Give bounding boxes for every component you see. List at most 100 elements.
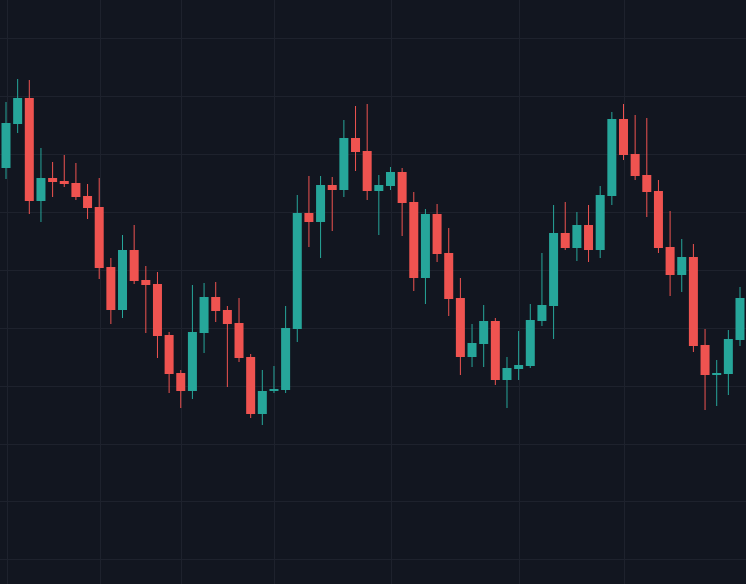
candle-up [735,287,745,346]
candle-down [327,177,337,231]
candle-up [537,253,547,326]
candle-down [94,178,104,279]
candle-body [723,339,733,374]
candle-up [677,239,687,292]
candle-body [549,233,559,306]
candle-body [94,207,104,268]
candle-body [514,365,524,369]
candle-up [316,176,326,258]
candle-body [234,323,244,358]
candle-body [700,345,710,375]
candle-down [351,106,361,171]
candle-down [362,104,372,200]
candle-body [187,332,197,391]
candle-down [630,115,640,180]
candle-down [455,278,465,375]
candle-up [595,186,605,258]
candle-body [164,335,174,374]
candle-down [560,202,570,250]
candle-body [211,297,221,311]
candle-down [106,258,116,324]
candle-body [199,297,209,333]
candle-down [59,155,69,187]
candle-body [1,123,11,168]
candle-body [13,98,23,124]
candle-body [257,391,267,414]
candle-down [397,168,407,236]
candle-body [653,191,663,248]
candle-body [281,328,291,390]
candle-up [118,235,128,318]
candle-down [129,225,139,284]
candle-down [222,306,232,387]
candle-body [572,225,582,248]
candle-down [688,244,698,352]
candle-up [339,120,349,197]
candle-body [83,196,93,208]
candle-body [420,214,430,278]
candle-body [222,310,232,324]
candles [1,79,745,425]
candle-body [444,253,454,299]
candle-body [129,250,139,281]
candle-down [700,329,710,410]
candle-down [176,370,186,408]
candle-down [164,332,174,393]
candle-body [304,213,314,222]
candle-down [444,228,454,316]
candle-down [48,162,58,197]
candle-body [618,119,628,155]
candle-down [211,282,221,322]
candle-body [59,181,69,184]
candle-down [234,298,244,362]
candle-down [141,266,151,333]
candle-up [712,360,722,406]
candle-body [118,250,128,310]
candle-down [584,205,594,262]
candle-body [688,257,698,346]
candle-body [584,225,594,250]
candle-body [106,267,116,310]
candle-body [455,298,465,357]
candle-body [537,305,547,321]
candle-up [607,112,617,205]
candle-down [618,104,628,160]
candle-body [24,98,34,201]
candle-up [502,357,512,408]
candle-up [13,79,23,133]
candle-body [665,247,675,275]
candle-body [677,257,687,275]
candle-body [71,183,81,197]
candle-body [36,178,46,201]
candle-down [83,184,93,219]
candle-body [595,195,605,250]
candle-body [607,119,617,196]
candle-body [432,214,442,254]
candle-up [420,209,430,304]
candle-up [374,175,384,235]
candle-down [304,176,314,247]
candle-up [525,304,535,368]
candle-down [246,354,256,418]
candle-body [48,178,58,182]
candle-up [269,366,279,393]
candle-body [141,280,151,285]
candle-body [479,321,489,344]
candle-up [292,195,302,342]
candle-body [362,151,372,191]
candle-body [735,298,745,340]
candle-up [1,102,11,179]
candle-down [665,211,675,296]
candle-body [327,185,337,190]
candle-body [292,213,302,329]
candle-body [502,368,512,380]
candle-body [176,373,186,391]
candle-body [525,320,535,366]
candle-down [71,163,81,200]
candle-up [572,212,582,261]
candle-up [385,167,395,190]
candle-down [152,272,162,358]
candle-body [152,284,162,336]
candle-body [269,389,279,391]
candle-body [490,321,500,380]
